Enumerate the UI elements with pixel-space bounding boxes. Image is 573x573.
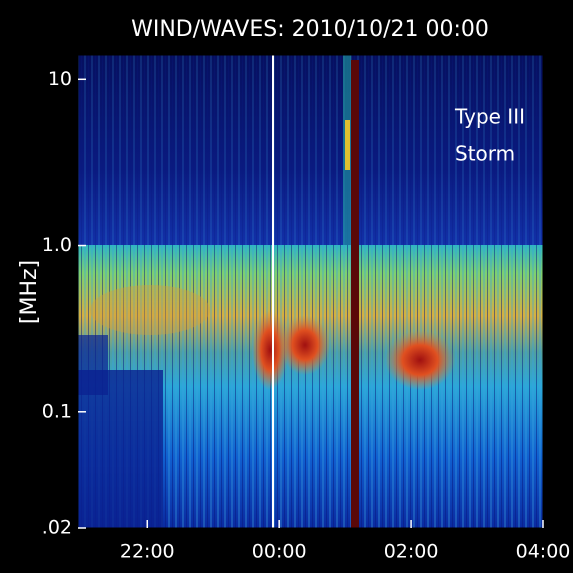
plot-frame (77, 54, 544, 529)
y-tick-label: 0.1 (42, 400, 72, 422)
x-tick-label: 22:00 (120, 541, 175, 563)
y-tick-label: .02 (42, 517, 72, 539)
x-tick-label: 04:00 (516, 541, 571, 563)
y-tick-label: 10 (48, 68, 72, 90)
x-tick-label: 02:00 (384, 541, 439, 563)
chart-title: WIND/WAVES: 2010/10/21 00:00 (131, 17, 489, 42)
y-tick-label: 1.0 (42, 234, 72, 256)
y-axis-label: [MHz] (17, 260, 42, 324)
annotation: Storm (455, 142, 515, 166)
x-tick-label: 00:00 (252, 541, 307, 563)
annotation: Type III (454, 105, 525, 129)
spectrogram-image (78, 55, 543, 528)
